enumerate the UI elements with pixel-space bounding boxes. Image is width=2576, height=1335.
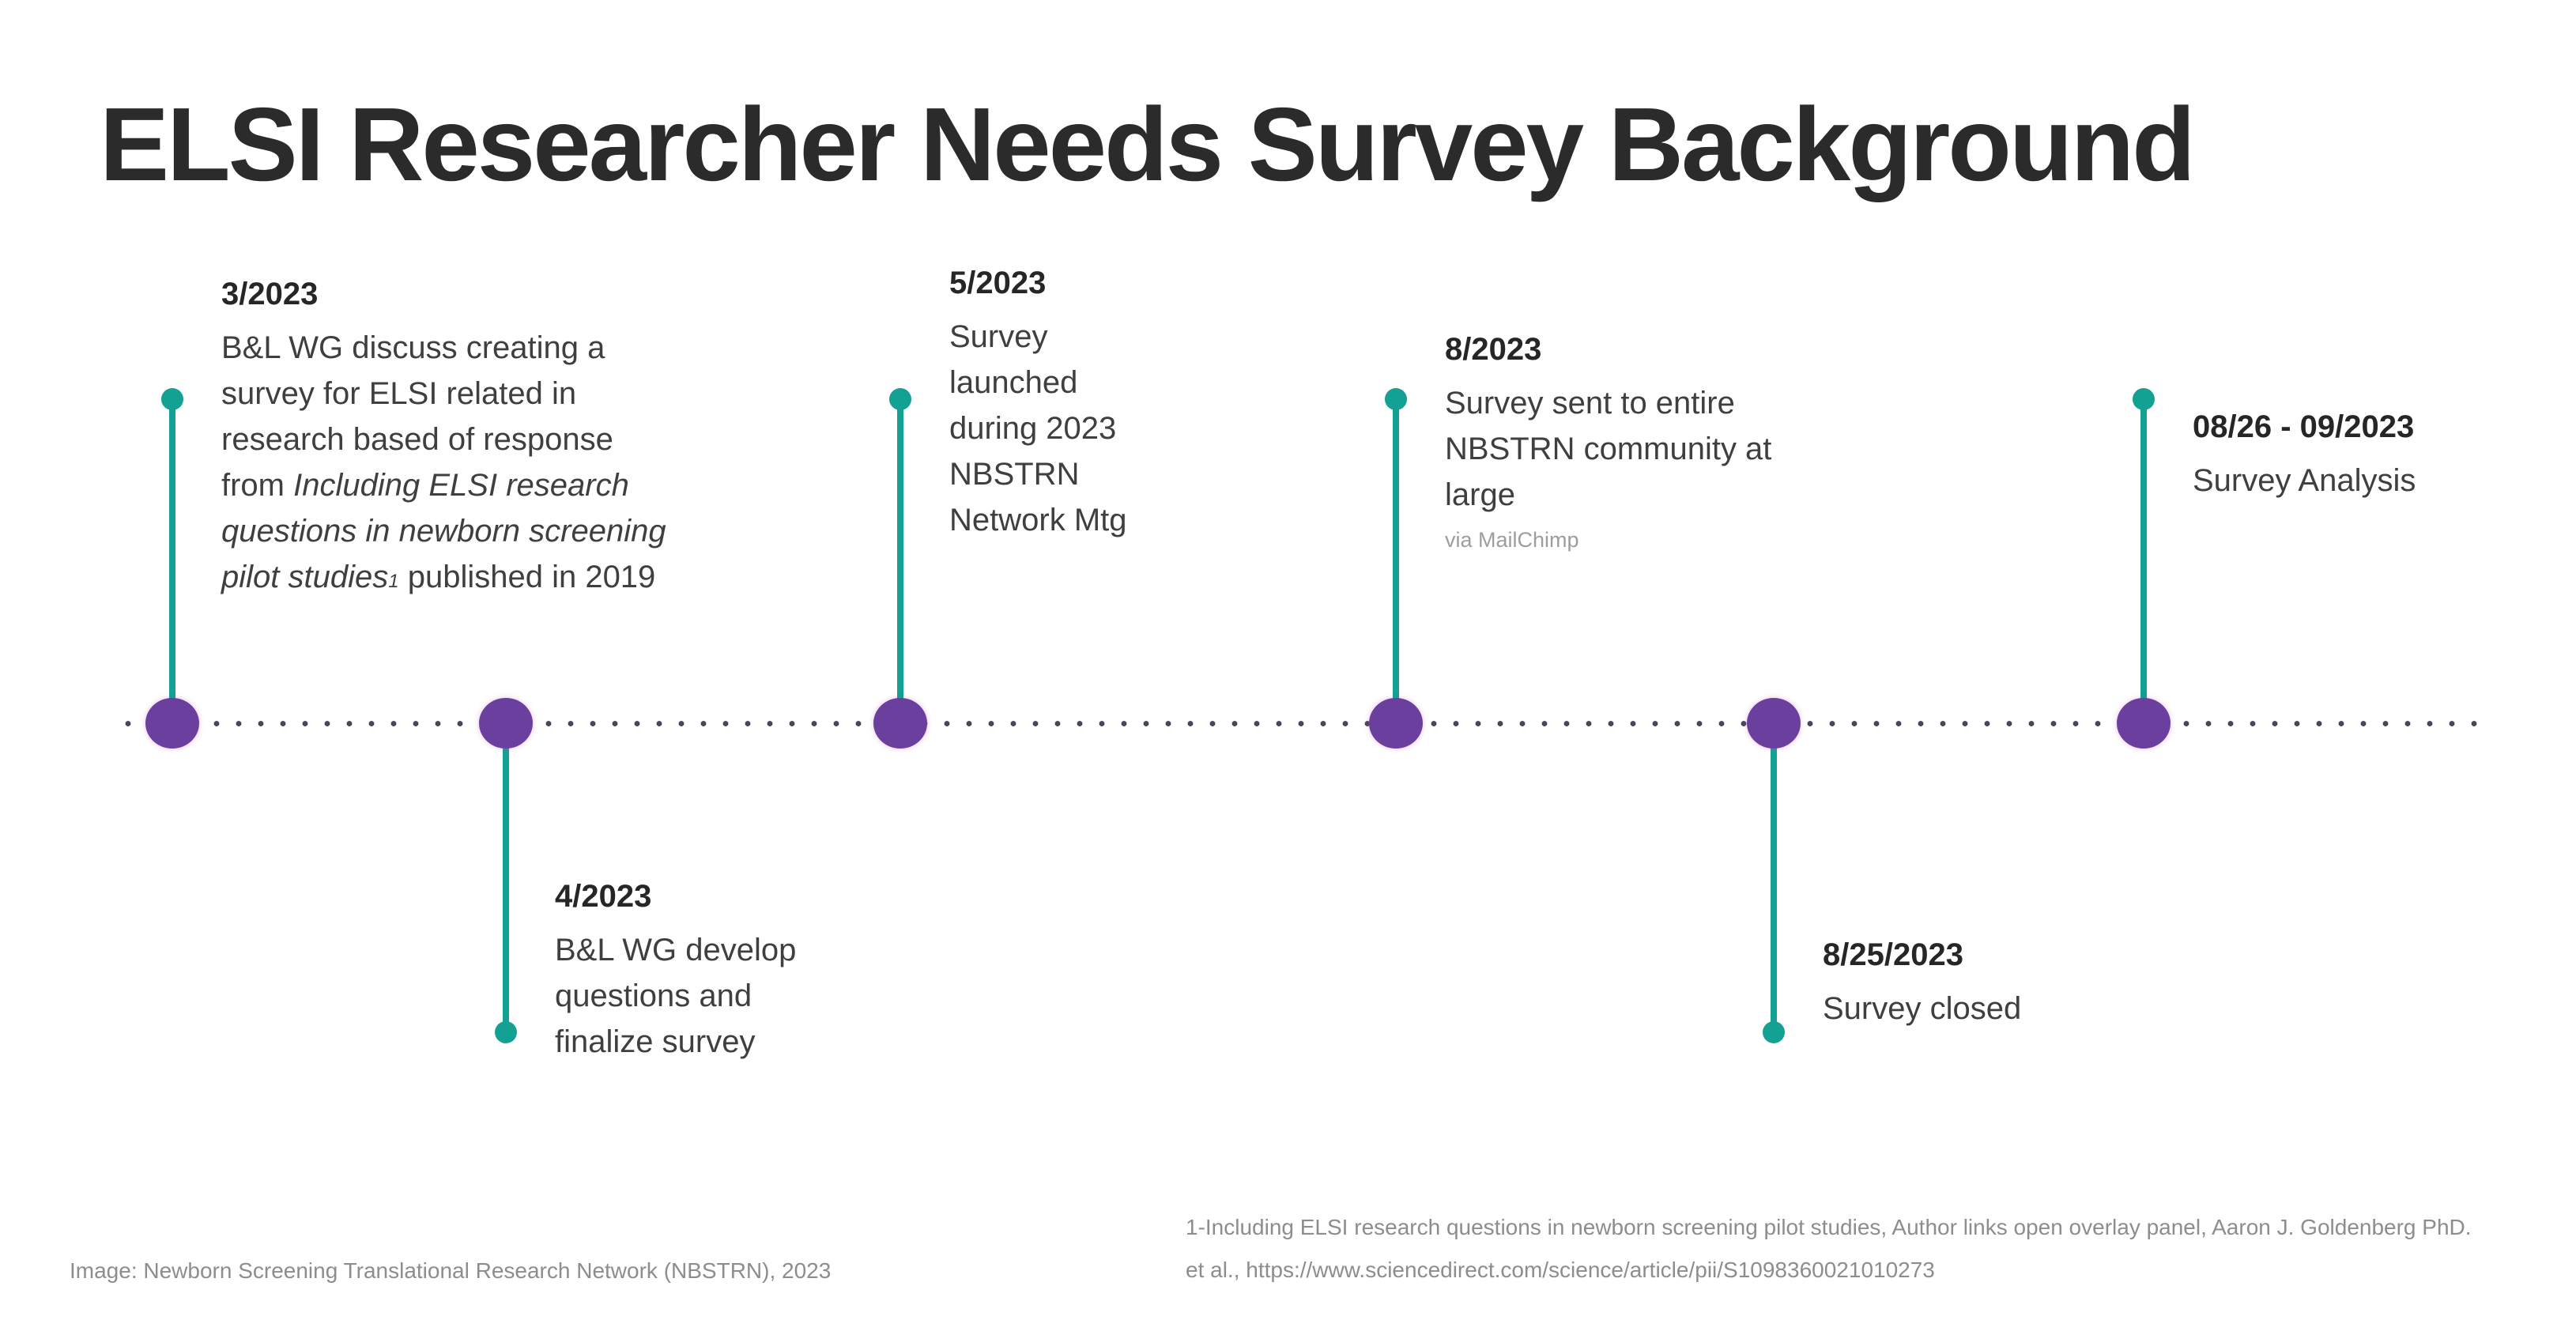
event-date: 08/26 - 09/2023: [2193, 409, 2415, 444]
event-body-line: research based of response: [221, 417, 775, 462]
event-body-text: during 2023: [949, 411, 1117, 446]
event-body-line: NBSTRN: [949, 451, 1234, 497]
event-body-line: B&L WG develop: [555, 927, 918, 973]
event-body-line: B&L WG discuss creating a: [221, 325, 775, 371]
event-body-line: survey for ELSI related in: [221, 371, 775, 417]
event-body-line: via MailChimp: [1445, 524, 1888, 556]
event-body-text: from: [221, 468, 294, 503]
event-stem: [169, 399, 175, 723]
event-body-line: during 2023: [949, 405, 1234, 451]
event-body-line: questions and: [555, 973, 918, 1019]
event-body-text: survey for ELSI related in: [221, 376, 577, 411]
event-body-text: Survey sent to entire: [1445, 386, 1735, 420]
event-body-line: questions in newborn screening: [221, 508, 775, 554]
event-node: [1369, 698, 1423, 749]
event-body-text: published in 2019: [398, 560, 656, 594]
event-date: 8/2023: [1445, 332, 1542, 367]
event-body-text: Including ELSI research: [293, 468, 629, 503]
event-text-block: 8/25/2023 Survey closed: [1823, 937, 2186, 1031]
event-node: [479, 698, 533, 749]
event-body-text: research based of response: [221, 422, 613, 457]
event-text-block: 8/2023 Survey sent to entire NBSTRN commu…: [1445, 332, 1888, 556]
event-stem: [1771, 723, 1777, 1032]
event-stem: [1393, 399, 1399, 723]
event-text-block: 4/2023 B&L WG develop questions and finali…: [555, 879, 918, 1065]
event-body-line: NBSTRN community at: [1445, 426, 1888, 472]
event-body: B&L WG develop questions and finalize surv…: [555, 927, 918, 1065]
event-stem-ball: [889, 388, 911, 410]
event-body-text: questions and: [555, 979, 752, 1013]
event-body-text: via MailChimp: [1445, 528, 1579, 552]
event-stem-ball: [161, 388, 183, 410]
event-body-text: 1: [388, 571, 399, 592]
event-node: [873, 698, 927, 749]
event-body: Survey sent to entire NBSTRN community at…: [1445, 380, 1888, 556]
event-stem: [2140, 399, 2147, 723]
event-stem: [503, 723, 509, 1032]
event-body-line: Survey Analysis: [2193, 458, 2576, 503]
event-date: 3/2023: [221, 277, 319, 311]
event-text-block: 08/26 - 09/2023 Survey Analysis: [2193, 409, 2576, 503]
event-body-text: finalize survey: [555, 1024, 756, 1059]
event-body: Survey closed: [1823, 986, 2186, 1031]
event-node: [2117, 698, 2171, 749]
footer-image-credit: Image: Newborn Screening Translational R…: [70, 1258, 832, 1283]
event-body-text: large: [1445, 477, 1515, 512]
event-body-line: large: [1445, 472, 1888, 518]
event-body: B&L WG discuss creating a survey for ELSI…: [221, 325, 775, 605]
event-stem: [897, 399, 903, 723]
event-body-text: B&L WG discuss creating a: [221, 330, 605, 365]
event-body-line: launched: [949, 360, 1234, 405]
event-body-line: Network Mtg: [949, 497, 1234, 543]
event-node: [1747, 698, 1801, 749]
event-stem-ball: [495, 1021, 517, 1043]
event-node: [145, 698, 199, 749]
footnote-reference: 1-Including ELSI research questions in n…: [1186, 1215, 2472, 1282]
event-stem-ball: [2133, 388, 2155, 410]
event-body-text: questions in newborn screening: [221, 514, 666, 549]
event-body: Survey launched during 2023 NBSTRN Network M…: [949, 314, 1234, 543]
event-body-text: NBSTRN community at: [1445, 432, 1772, 466]
event-body-text: pilot studies: [221, 560, 389, 594]
event-body-line: Survey: [949, 314, 1234, 360]
event-body-line: Survey sent to entire: [1445, 380, 1888, 426]
event-body-line: Survey closed: [1823, 986, 2186, 1031]
event-stem-ball: [1763, 1021, 1785, 1043]
event-body-line: pilot studies1 published in 2019: [221, 554, 775, 605]
event-body-text: Survey: [949, 319, 1048, 354]
event-text-block: 5/2023 Survey launched during 2023 NBSTRN Ne…: [949, 266, 1234, 543]
event-body: Survey Analysis: [2193, 458, 2576, 503]
event-stem-ball: [1385, 388, 1407, 410]
page-title: ELSI Researcher Needs Survey Background: [100, 86, 2196, 203]
event-date: 8/25/2023: [1823, 937, 1963, 972]
event-date: 5/2023: [949, 266, 1047, 300]
event-body-text: Survey Analysis: [2193, 463, 2416, 498]
event-body-text: Network Mtg: [949, 503, 1127, 537]
event-text-block: 3/2023 B&L WG discuss creating a survey f…: [221, 277, 775, 605]
event-body-text: B&L WG develop: [555, 933, 797, 967]
event-body-text: NBSTRN: [949, 457, 1080, 492]
event-date: 4/2023: [555, 879, 652, 914]
event-body-text: launched: [949, 365, 1078, 400]
timeline-dotted-line: [117, 720, 2482, 727]
event-body-line: finalize survey: [555, 1019, 918, 1065]
event-body-text: Survey closed: [1823, 991, 2022, 1026]
event-body-line: from Including ELSI research: [221, 462, 775, 508]
